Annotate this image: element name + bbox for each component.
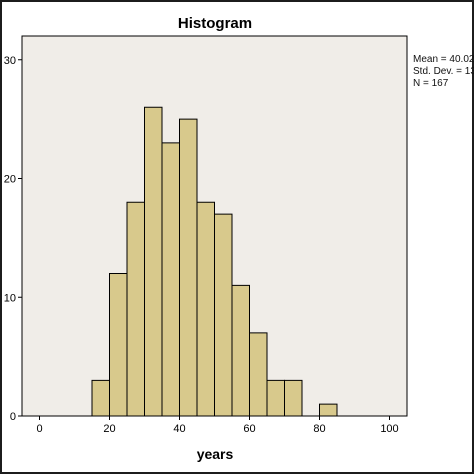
- x-tick-label-40: 40: [173, 423, 185, 435]
- histogram-bar-10: [266, 379, 285, 417]
- x-tick-label-0: 0: [36, 423, 42, 435]
- y-tick-label-10: 10: [4, 292, 16, 304]
- y-tick-label-0: 0: [10, 411, 16, 423]
- x-axis-label: years: [197, 446, 234, 462]
- histogram-bar-3: [144, 106, 163, 417]
- y-tick-label-20: 20: [4, 174, 16, 186]
- histogram-bar-12: [319, 403, 338, 417]
- histogram-bar-5: [179, 118, 198, 417]
- stats-n: N = 167: [413, 78, 449, 89]
- y-tick-label-30: 30: [4, 55, 16, 67]
- histogram-bar-0: [91, 379, 110, 417]
- stats-box: Mean = 40.02 Std. Dev. = 13 N = 167: [413, 54, 474, 90]
- x-tick-label-80: 80: [313, 423, 325, 435]
- histogram-bar-8: [231, 284, 250, 417]
- x-tick-label-60: 60: [243, 423, 255, 435]
- chart-title: Histogram: [178, 15, 252, 32]
- histogram-bar-1: [109, 273, 128, 417]
- histogram-bar-4: [161, 142, 180, 417]
- histogram-bar-2: [126, 201, 145, 417]
- x-tick-label-20: 20: [103, 423, 115, 435]
- histogram-bar-7: [214, 213, 233, 417]
- histogram-bar-11: [284, 379, 303, 417]
- histogram-bar-9: [249, 332, 268, 417]
- stats-mean: Mean = 40.02: [413, 54, 474, 65]
- x-tick-label-100: 100: [380, 423, 398, 435]
- stats-std-dev: Std. Dev. = 13: [413, 66, 474, 77]
- histogram-bar-6: [196, 201, 215, 417]
- plot-area: 0 10 20 30 0 20 40 60 80 100: [4, 35, 408, 435]
